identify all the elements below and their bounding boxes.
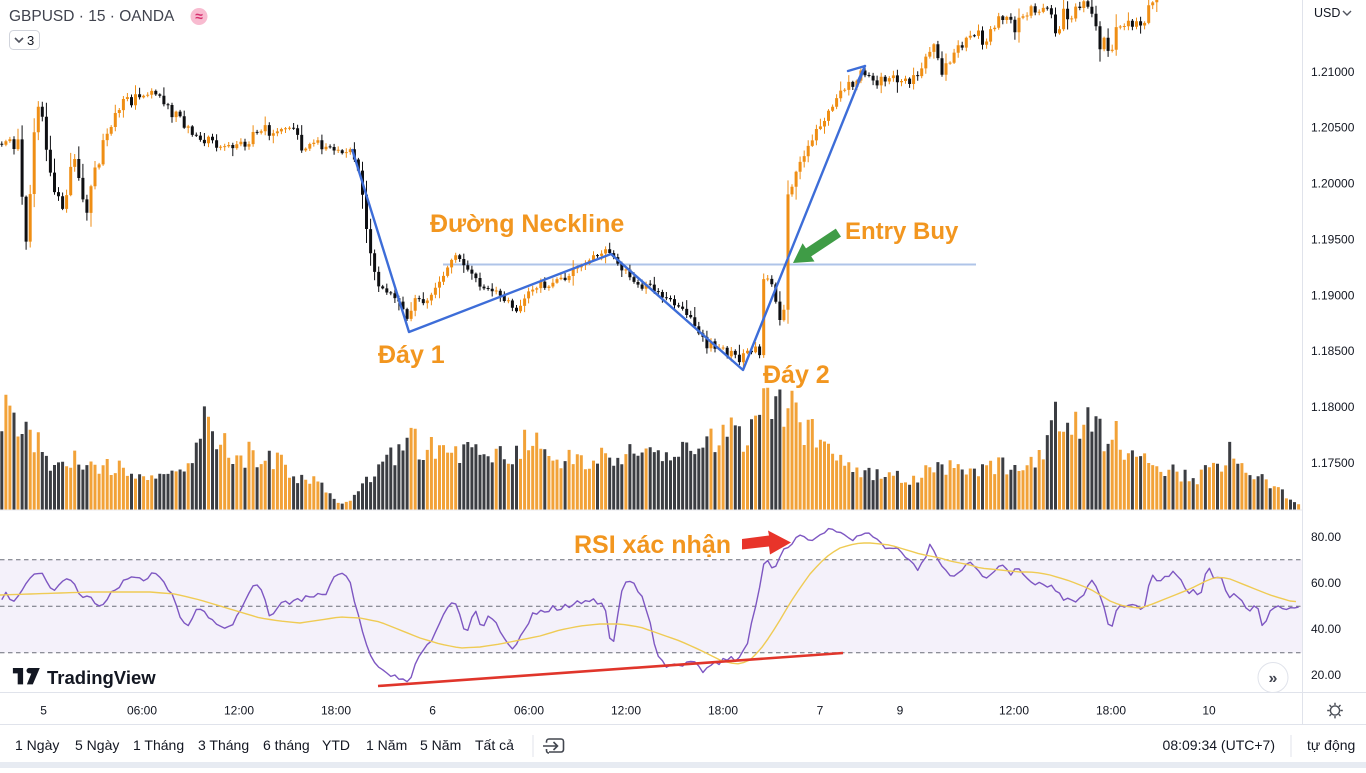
svg-text:7: 7 [817,704,824,718]
svg-text:1.17500: 1.17500 [1311,456,1355,470]
svg-text:6: 6 [429,704,436,718]
svg-text:Tất cả: Tất cả [475,737,514,753]
svg-text:Đáy 1: Đáy 1 [378,341,445,369]
svg-text:5: 5 [40,704,47,718]
svg-text:12:00: 12:00 [611,704,641,718]
svg-text:1.20500: 1.20500 [1311,121,1355,135]
svg-text:12:00: 12:00 [224,704,254,718]
svg-text:Entry Buy: Entry Buy [845,218,959,245]
svg-text:Đáy 2: Đáy 2 [763,361,830,389]
svg-text:1 Năm: 1 Năm [366,737,407,753]
svg-text:»: » [1269,670,1278,687]
svg-text:40.00: 40.00 [1311,622,1341,636]
svg-text:3 Tháng: 3 Tháng [198,737,249,753]
svg-text:5 Ngày: 5 Ngày [75,737,119,753]
svg-text:9: 9 [897,704,904,718]
svg-text:1.19000: 1.19000 [1311,289,1355,303]
svg-text:08:09:34 (UTC+7): 08:09:34 (UTC+7) [1163,737,1275,753]
svg-text:18:00: 18:00 [321,704,351,718]
svg-text:≈: ≈ [195,8,203,24]
svg-text:60.00: 60.00 [1311,576,1341,590]
svg-text:1.20000: 1.20000 [1311,177,1355,191]
svg-text:06:00: 06:00 [514,704,544,718]
svg-text:RSI xác nhận: RSI xác nhận [574,531,731,559]
svg-text:06:00: 06:00 [127,704,157,718]
svg-text:3: 3 [27,33,34,48]
svg-text:1.18000: 1.18000 [1311,400,1355,414]
svg-text:1.19500: 1.19500 [1311,233,1355,247]
svg-text:20.00: 20.00 [1311,668,1341,682]
svg-text:1 Ngày: 1 Ngày [15,737,59,753]
svg-text:tự động: tự động [1307,737,1355,753]
svg-text:6 tháng: 6 tháng [263,737,310,753]
svg-text:TradingView: TradingView [47,667,156,688]
svg-text:5 Năm: 5 Năm [420,737,461,753]
svg-text:12:00: 12:00 [999,704,1029,718]
svg-text:18:00: 18:00 [708,704,738,718]
svg-text:USD: USD [1314,6,1340,20]
svg-text:YTD: YTD [322,737,350,753]
svg-text:80.00: 80.00 [1311,530,1341,544]
svg-text:1.21000: 1.21000 [1311,65,1355,79]
svg-text:Đường Neckline: Đường Neckline [430,210,624,238]
svg-text:10: 10 [1202,704,1216,718]
svg-text:1 Tháng: 1 Tháng [133,737,184,753]
svg-text:1.18500: 1.18500 [1311,344,1355,358]
svg-text:18:00: 18:00 [1096,704,1126,718]
svg-text:GBPUSD · 15 · OANDA: GBPUSD · 15 · OANDA [9,8,175,25]
